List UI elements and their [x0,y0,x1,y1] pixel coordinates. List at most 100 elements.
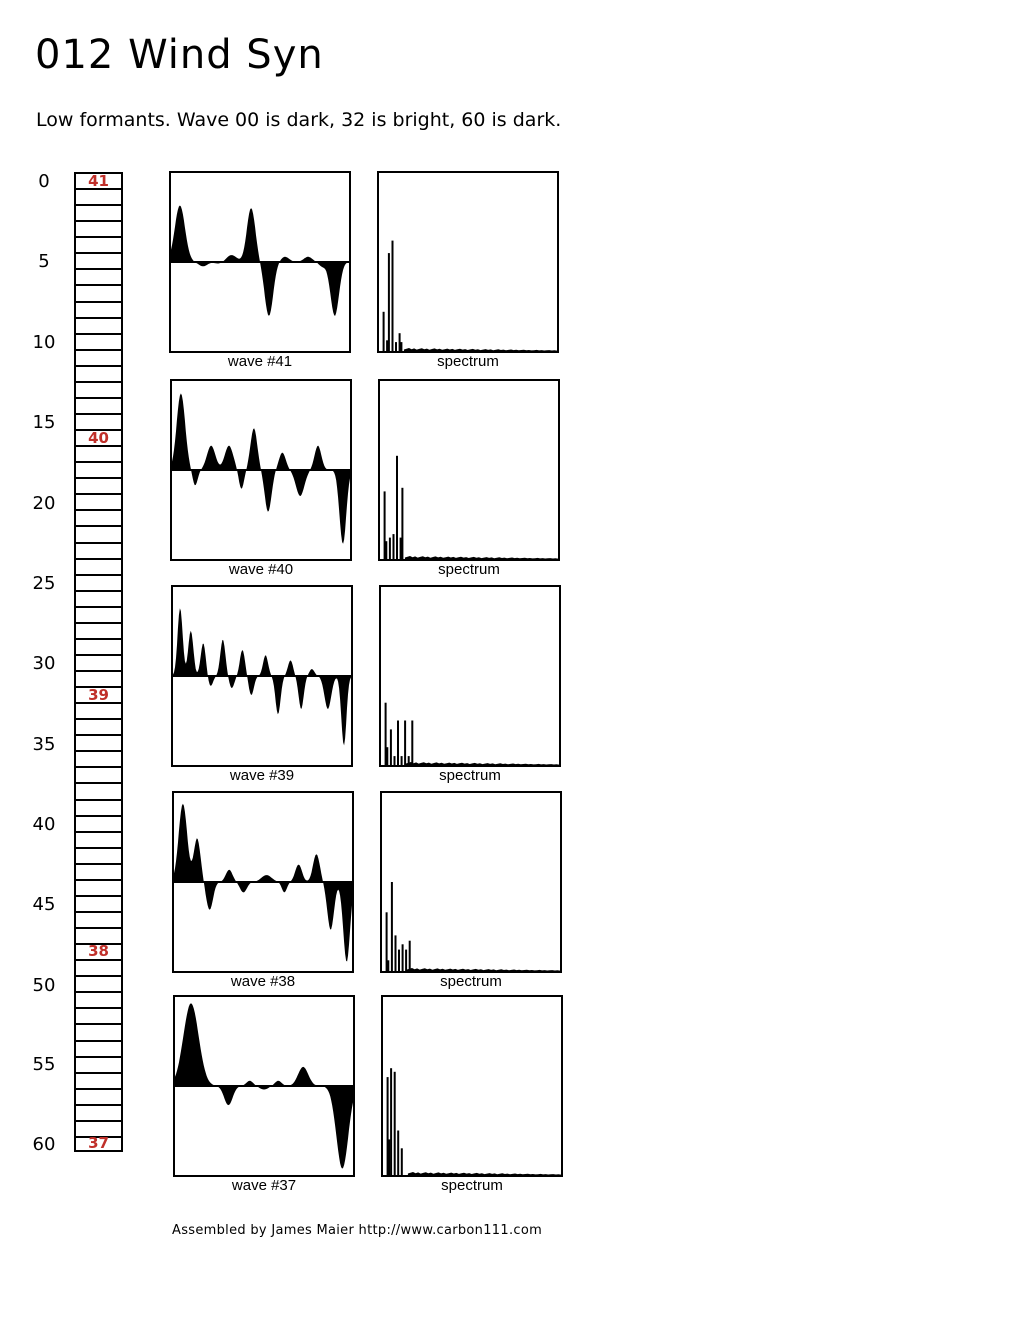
spectrum-plot [382,240,557,351]
spectrum-bar [407,756,410,765]
ladder-cell [74,348,123,365]
waveform-caption: wave #37 [231,1177,297,1194]
spectrum-bar [385,912,388,971]
ladder-cell [74,557,123,574]
waveform-panel [173,995,355,1177]
spectrum-bar [392,534,395,559]
spectrum-bar [391,240,394,351]
waveform-plot [174,803,352,962]
spectrum-panel [379,585,561,767]
ladder-cell [74,814,123,831]
ladder-cell [74,975,123,992]
ladder-cell [74,412,123,430]
ladder-cell [74,589,123,606]
ladder-cell [74,734,123,751]
ladder-cell [74,380,123,397]
spectrum-bar [387,253,390,351]
spectrum-bar [384,702,387,765]
ladder-cell [74,1039,123,1056]
ladder-cell [74,1119,123,1136]
ladder-wave-marker: 37 [88,1134,109,1152]
spectrum-plot [385,882,560,971]
spectrum-bar [385,541,388,559]
ladder-cell [74,959,123,976]
ladder-cell [74,573,123,590]
ladder-cell [74,862,123,879]
spectrum-panel [378,379,560,561]
ladder-wave-marker: 39 [88,686,109,704]
ladder-cell [74,911,123,928]
ladder-cell [74,621,123,638]
ladder-cell [74,300,123,317]
page-description: Low formants. Wave 00 is dark, 32 is bri… [36,109,562,131]
ladder-cell [74,1135,123,1152]
ladder-cell [74,798,123,815]
waveform-plot [175,1003,353,1169]
ladder-cell [74,172,123,189]
ladder-cell [74,878,123,895]
ladder-bottom-edge [74,1150,123,1152]
spectrum-caption: spectrum [440,973,502,990]
ladder-cell [74,653,123,671]
ladder-index-label: 40 [32,814,56,835]
ladder-index-label: 5 [38,251,50,272]
spectrum-bar [396,455,398,559]
ladder-cell [74,1055,123,1072]
ladder-cell [74,220,123,237]
ladder-wave-marker: 41 [88,172,109,190]
ladder-cell [74,364,123,381]
spectrum-bar [386,340,389,351]
ladder-cell [74,461,123,478]
ladder-index-label: 55 [32,1054,56,1075]
spectrum-bar [398,949,400,971]
ladder-cell [74,477,123,494]
waveform-panel [170,379,352,561]
ladder-index-label: 35 [32,734,56,755]
ladder-cell [74,204,123,221]
waveform-caption: wave #40 [228,561,294,578]
spectrum-bar [400,342,403,351]
spectrum-bar [400,1148,403,1175]
spectrum-bar [401,944,404,971]
ladder-cell [74,927,123,944]
spectrum-bar [398,333,401,351]
ladder-cell [74,718,123,735]
spectrum-panel [381,995,563,1177]
spectrum-noise-floor [403,348,557,351]
spectrum-caption: spectrum [437,353,499,370]
ladder-cell [74,991,123,1008]
spectrum-bar [386,1077,389,1175]
spectrum-bar [388,1139,391,1175]
credit-line: Assembled by James Maier http://www.carb… [172,1223,543,1238]
spectrum-caption: spectrum [441,1177,503,1194]
ladder-cell [74,509,123,526]
waveform-shape [172,393,350,544]
ladder-cell [74,1103,123,1120]
ladder-index-label: 50 [32,975,56,996]
spectrum-bar [405,949,408,971]
ladder-cell [74,1007,123,1024]
spectrum-panel [377,171,559,353]
waveform-caption: wave #38 [230,973,296,990]
page-title: 012 Wind Syn [35,32,324,78]
ladder-cell [74,750,123,767]
spectrum-bar [393,1071,396,1175]
ladder-cell [74,686,123,703]
spectrum-noise-floor [404,556,558,559]
ladder-index-label: 15 [32,412,56,433]
spectrum-bar [397,1130,400,1175]
ladder-cell [74,493,123,510]
waveform-plot [171,205,349,316]
ladder-cell [74,284,123,301]
spectrum-bar [382,311,385,351]
spectrum-bar [388,537,391,559]
spectrum-bar [399,537,402,559]
waveform-panel [169,171,351,353]
spectrum-bar [397,720,399,765]
ladder-index-label: 20 [32,493,56,514]
spectrum-panel [380,791,562,973]
ladder-cell [74,332,123,349]
ladder-cell [74,782,123,799]
ladder-cell [74,670,123,687]
ladder-cell [74,1087,123,1104]
